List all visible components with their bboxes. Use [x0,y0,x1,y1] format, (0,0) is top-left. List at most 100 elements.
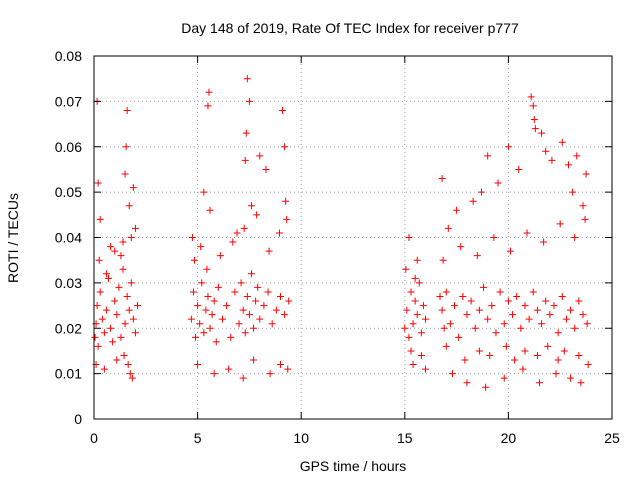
data-point [552,370,560,378]
data-point [285,297,293,305]
data-point [471,324,479,332]
data-point [123,292,131,300]
data-point [275,229,283,237]
data-point [542,297,550,305]
data-point [419,302,427,310]
data-point [127,234,135,241]
data-point [125,202,133,210]
data-point [113,356,121,364]
data-point [212,338,220,346]
data-point [206,324,214,332]
data-point [96,288,104,296]
data-point [111,247,119,255]
y-tick-label: 0.04 [55,230,82,246]
data-point [205,88,213,96]
data-point [256,315,264,323]
data-point [407,347,415,355]
data-point [202,306,210,314]
data-point [546,311,554,319]
data-point [262,165,270,173]
data-point [281,311,289,319]
data-point [123,106,131,114]
data-point [439,256,447,264]
data-point [121,320,129,328]
data-point [415,279,423,287]
data-point [422,315,430,323]
data-point [279,106,287,114]
data-point [451,302,459,310]
data-point [535,379,543,387]
data-point [187,315,195,323]
y-tick-label: 0.05 [55,184,82,200]
data-point [281,143,289,151]
data-point [575,297,583,305]
data-point [484,152,492,160]
data-point [473,252,481,260]
data-point [252,297,260,305]
data-point [223,302,231,310]
data-point [192,333,200,341]
data-point [496,288,504,296]
data-point [438,175,446,183]
data-point [194,302,202,310]
data-point [583,320,591,328]
data-point [486,351,494,359]
data-point [457,243,465,251]
data-point [521,347,529,355]
data-point [91,333,99,341]
data-point [242,129,250,137]
data-points [91,75,592,391]
data-point [573,152,581,160]
data-point [567,374,575,382]
data-point [268,320,276,328]
data-point [511,356,519,364]
data-point [579,202,587,210]
data-point [558,138,566,146]
data-point [266,370,274,378]
data-point [241,156,249,164]
data-point [403,306,411,314]
data-point [200,188,208,196]
data-point [569,188,577,196]
data-point [240,224,248,232]
data-point [124,361,132,369]
data-point [459,292,467,300]
data-point [94,342,102,350]
data-point [218,315,226,323]
data-point [560,347,568,355]
data-point [198,279,206,287]
y-tick-label: 0.01 [55,366,82,382]
data-point [475,347,483,355]
data-point [115,283,123,291]
data-point [477,188,485,196]
data-point [250,324,258,332]
data-point [513,292,521,300]
data-point [265,247,273,255]
data-point [117,252,125,260]
data-point [282,197,290,205]
data-point [203,265,211,273]
y-axis-label: ROTI / TECUs [5,193,21,283]
data-point [448,370,456,378]
data-point [239,306,247,314]
data-point [525,315,533,323]
data-point [527,93,535,101]
data-point [98,315,106,323]
data-point [109,338,117,346]
data-point [411,274,419,282]
data-point [531,125,539,133]
data-point [253,211,261,219]
data-point [94,179,102,187]
data-point [245,97,253,105]
data-point [197,243,205,251]
chart-title: Day 148 of 2019, Rate Of TEC Index for r… [181,20,519,36]
data-point [127,279,135,287]
data-point [206,206,214,214]
data-point [264,288,272,296]
y-tick-label: 0.02 [55,320,82,336]
data-point [554,329,562,337]
data-point [241,329,249,337]
data-point [413,256,421,264]
